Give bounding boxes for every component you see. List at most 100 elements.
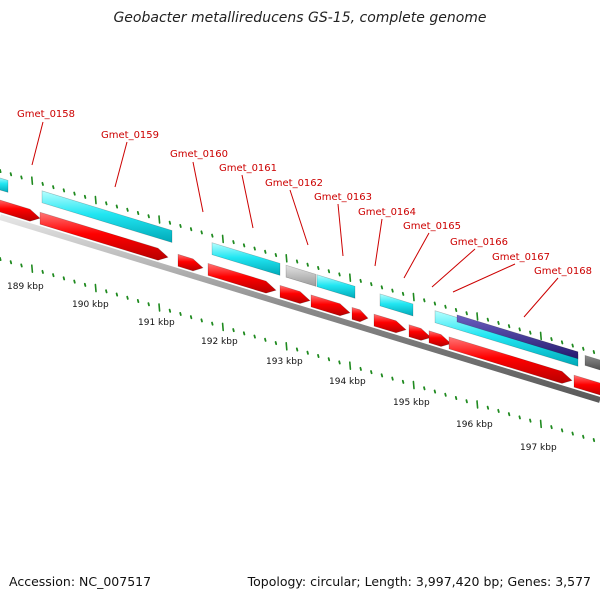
ruler-label-191kbp: 191 kbp	[138, 318, 175, 328]
inner-tick	[507, 412, 511, 417]
outer-tick	[338, 272, 341, 277]
inner-tick	[94, 283, 97, 293]
outer-tick	[550, 337, 553, 342]
gene-label-gmet-0163[interactable]: Gmet_0163	[314, 192, 372, 203]
gene-label-gmet-0158[interactable]: Gmet_0158	[17, 109, 75, 120]
inner-tick	[571, 431, 574, 436]
inner-tick	[179, 311, 182, 316]
inner-tick	[200, 318, 203, 323]
label-leader-line	[452, 263, 516, 293]
gene-label-gmet-0164[interactable]: Gmet_0164	[358, 207, 416, 218]
inner-tick	[83, 282, 87, 287]
gene-label-gmet-0162[interactable]: Gmet_0162	[265, 178, 323, 189]
inner-tick	[52, 273, 55, 278]
label-leader-line	[192, 161, 204, 213]
ruler-label-190kbp: 190 kbp	[72, 300, 109, 310]
outer-tick	[560, 340, 564, 345]
reverse-cds-feature	[573, 374, 600, 396]
outer-tick	[454, 308, 458, 313]
gene-label-gmet-0166[interactable]: Gmet_0166	[450, 237, 508, 248]
outer-tick	[380, 285, 384, 290]
inner-tick	[73, 279, 76, 284]
inner-tick	[529, 418, 532, 423]
ruler-label-195kbp: 195 kbp	[393, 398, 430, 408]
outer-tick	[83, 194, 87, 199]
inner-tick	[317, 353, 320, 358]
outer-tick	[115, 204, 119, 209]
outer-tick	[391, 288, 394, 293]
gene-label-gmet-0168[interactable]: Gmet_0168	[534, 266, 592, 277]
label-leader-line	[289, 189, 309, 246]
label-leader-line	[523, 277, 559, 318]
inner-tick	[285, 341, 288, 351]
inner-tick	[136, 299, 140, 304]
reverse-cds-feature	[39, 211, 169, 261]
outer-tick	[306, 262, 309, 267]
inner-tick	[0, 256, 2, 262]
outer-tick	[486, 317, 490, 322]
gene-label-gmet-0165[interactable]: Gmet_0165	[403, 221, 461, 232]
inner-tick	[560, 428, 564, 433]
gene-label-gmet-0161[interactable]: Gmet_0161	[219, 163, 277, 174]
outer-tick	[465, 311, 468, 316]
outer-tick	[20, 175, 23, 180]
outer-tick	[168, 220, 172, 225]
inner-tick	[20, 263, 23, 268]
reverse-cds-feature	[279, 284, 311, 304]
genome-backbone	[0, 214, 600, 403]
outer-tick	[253, 246, 256, 251]
outer-tick	[592, 350, 596, 355]
label-leader-lines	[31, 121, 559, 318]
accession-text: Accession: NC_007517	[9, 574, 151, 589]
outer-tick	[0, 168, 2, 174]
outer-tick	[529, 330, 532, 335]
outer-tick	[126, 207, 129, 212]
inner-tick	[41, 269, 44, 274]
outer-tick	[370, 282, 373, 287]
outer-tick	[136, 211, 140, 216]
outer-tick	[9, 172, 13, 177]
label-leader-line	[403, 232, 430, 279]
dark-feature	[456, 314, 579, 360]
inner-tick	[518, 415, 521, 420]
outer-tick	[518, 327, 521, 332]
reverse-cds-feature	[177, 253, 204, 272]
outer-tick	[211, 233, 214, 238]
outer-tick	[582, 346, 585, 351]
feature-track	[0, 177, 600, 396]
label-leader-line	[374, 218, 383, 267]
outer-tick	[264, 249, 267, 254]
inner-tick	[359, 366, 362, 371]
inner-tick	[412, 380, 415, 390]
gene-label-gmet-0159[interactable]: Gmet_0159	[101, 130, 159, 141]
inner-tick	[348, 361, 352, 370]
ruler-label-194kbp: 194 kbp	[329, 377, 366, 387]
ruler-label-192kbp: 192 kbp	[201, 337, 238, 347]
gene-label-gmet-0160[interactable]: Gmet_0160	[170, 149, 228, 160]
inner-tick	[232, 328, 235, 333]
inner-tick	[454, 396, 458, 401]
outer-tick	[412, 292, 415, 302]
reverse-cds-feature	[0, 199, 41, 222]
outer-tick	[285, 253, 288, 263]
inner-tick	[444, 392, 447, 397]
outer-tick	[179, 223, 182, 228]
inner-tick	[582, 434, 585, 439]
gene-label-gmet-0167[interactable]: Gmet_0167	[492, 252, 550, 263]
genome-summary-text: Topology: circular; Length: 3,997,420 bp…	[247, 574, 591, 589]
outer-tick	[317, 265, 320, 270]
forward-cds-feature	[0, 177, 9, 193]
inner-tick	[264, 337, 267, 342]
inner-tick	[370, 370, 373, 375]
inner-tick	[497, 408, 500, 413]
ruler-label-193kbp: 193 kbp	[266, 357, 303, 367]
forward-cds-feature	[211, 242, 281, 276]
outer-tick	[200, 230, 203, 235]
outer-tick	[30, 176, 34, 185]
label-leader-line	[241, 174, 254, 229]
inner-tick	[242, 331, 246, 336]
outer-tick	[497, 320, 500, 325]
inner-ruler-ticks	[0, 256, 596, 443]
ruler-label-189kbp: 189 kbp	[7, 282, 44, 292]
